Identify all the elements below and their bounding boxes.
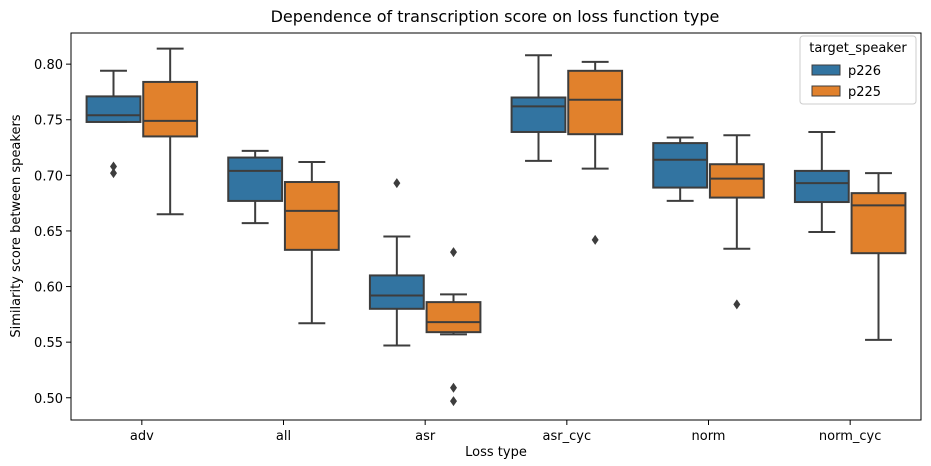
box-p225-asr-outlier bbox=[450, 247, 457, 258]
box-p225-asr-outlier bbox=[450, 382, 457, 393]
y-axis-label: Similarity score between speakers bbox=[9, 114, 24, 337]
plot-frame bbox=[70, 32, 922, 421]
box-p226-adv-outlier bbox=[110, 161, 117, 172]
box-p226-asr-outlier bbox=[393, 178, 401, 189]
legend: target_speaker p226 p225 bbox=[799, 35, 917, 105]
y-tick-label: 0.50 bbox=[34, 392, 63, 407]
box-p225-asr_cyc bbox=[567, 69, 624, 136]
x-tick-label: all bbox=[276, 429, 291, 444]
box-p225-asr-outlier bbox=[450, 396, 457, 407]
y-tick-label: 0.75 bbox=[34, 114, 63, 129]
legend-swatch-p226 bbox=[811, 64, 841, 76]
chart-title: Dependence of transcription score on los… bbox=[271, 7, 720, 26]
y-tick-label: 0.65 bbox=[34, 225, 63, 240]
x-axis-label: Loss type bbox=[465, 445, 527, 460]
x-tick-label: asr bbox=[415, 429, 436, 444]
box-p225-adv bbox=[142, 80, 199, 138]
y-tick-label: 0.80 bbox=[34, 58, 63, 73]
box-p225-asr_cyc-outlier bbox=[591, 234, 599, 245]
box-p225-norm bbox=[708, 163, 765, 199]
legend-label-p226: p226 bbox=[848, 64, 881, 79]
box-p225-norm-outlier bbox=[733, 299, 741, 310]
box-p225-all bbox=[283, 181, 340, 251]
y-tick-label: 0.60 bbox=[34, 281, 63, 296]
box-p226-norm bbox=[652, 142, 709, 189]
plot-area: 0.50 0.55 0.60 0.65 0.70 0.75 0.80 adv all asr asr… bbox=[34, 47, 907, 444]
x-tick-label: asr_cyc bbox=[543, 429, 592, 444]
box-p226-asr bbox=[368, 274, 425, 310]
box-p226-norm_cyc bbox=[793, 169, 850, 204]
box-p225-norm_cyc bbox=[850, 192, 907, 255]
x-tick-label: norm_cyc bbox=[819, 429, 881, 444]
box-p226-adv bbox=[85, 95, 142, 123]
box-p225-asr bbox=[425, 301, 482, 334]
box-p226-all bbox=[227, 156, 284, 202]
box-p226-adv-outlier bbox=[110, 168, 117, 179]
legend-swatch-p225 bbox=[811, 85, 841, 97]
y-tick-label: 0.55 bbox=[34, 336, 63, 351]
y-tick-label: 0.70 bbox=[34, 169, 63, 184]
box-p226-asr_cyc bbox=[510, 96, 567, 133]
x-tick-label: norm bbox=[692, 429, 726, 444]
legend-title: target_speaker bbox=[809, 41, 907, 56]
legend-label-p225: p225 bbox=[848, 85, 881, 100]
x-tick-label: adv bbox=[130, 429, 154, 444]
